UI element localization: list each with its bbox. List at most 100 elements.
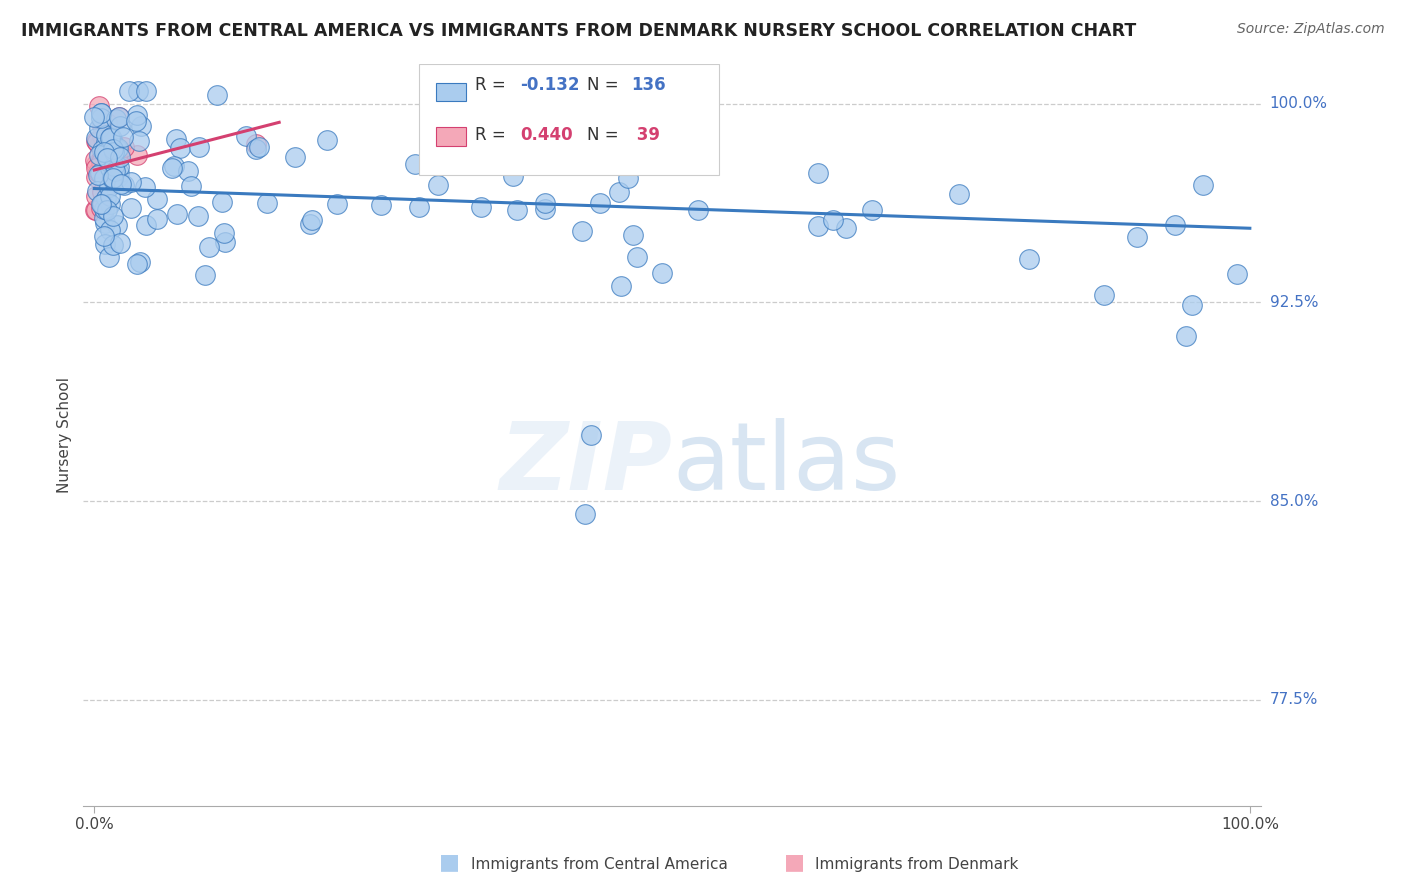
Point — [146, 192, 169, 206]
Point — [87, 98, 110, 112]
Point — [96, 128, 118, 142]
Point — [96, 151, 118, 165]
Point — [315, 133, 337, 147]
Point — [211, 194, 233, 209]
Point — [100, 169, 122, 184]
Point — [96, 157, 118, 171]
Point — [1174, 328, 1197, 343]
Point — [89, 201, 111, 215]
Point — [108, 120, 131, 134]
Point — [86, 156, 108, 170]
Point — [120, 175, 142, 189]
Point — [104, 112, 127, 127]
Point — [93, 229, 115, 244]
Point — [247, 140, 270, 154]
Text: N =: N = — [588, 126, 624, 144]
Point — [90, 154, 112, 169]
Point — [205, 88, 228, 103]
Point — [112, 178, 135, 193]
Text: 92.5%: 92.5% — [1270, 295, 1319, 310]
Point — [100, 130, 122, 145]
Point — [98, 161, 121, 175]
Point — [626, 250, 648, 264]
Point — [571, 224, 593, 238]
Text: -0.132: -0.132 — [520, 76, 579, 94]
Point — [90, 166, 112, 180]
Point — [120, 201, 142, 215]
Point — [214, 235, 236, 249]
Point — [93, 202, 115, 216]
Point — [610, 279, 633, 293]
Point — [84, 161, 107, 176]
Point — [101, 170, 124, 185]
Point — [91, 129, 114, 144]
Point — [94, 216, 117, 230]
Point — [1018, 252, 1040, 266]
Point — [91, 197, 114, 211]
Point — [96, 158, 118, 172]
Point — [97, 154, 120, 169]
Point — [198, 239, 221, 253]
Point — [87, 165, 110, 179]
Point — [98, 250, 121, 264]
Point — [90, 106, 112, 120]
Point — [129, 120, 152, 134]
Point — [533, 196, 555, 211]
Point — [807, 166, 830, 180]
Point — [807, 219, 830, 233]
Text: 39: 39 — [631, 126, 659, 144]
Point — [84, 170, 107, 185]
Point — [93, 170, 115, 185]
Point — [108, 110, 131, 124]
Point — [163, 159, 186, 173]
Point — [100, 131, 122, 145]
Point — [256, 196, 278, 211]
Point — [1164, 219, 1187, 233]
Point — [90, 196, 112, 211]
Point — [86, 202, 108, 217]
Point — [127, 257, 149, 271]
Point — [84, 131, 107, 145]
Text: 0.440: 0.440 — [520, 126, 572, 144]
Text: R =: R = — [475, 126, 512, 144]
Point — [108, 150, 131, 164]
Point — [98, 223, 121, 237]
Point — [103, 159, 125, 173]
Point — [617, 171, 640, 186]
Point — [134, 179, 156, 194]
Point — [686, 156, 709, 170]
Point — [651, 266, 673, 280]
Point — [89, 138, 111, 153]
Point — [90, 111, 112, 125]
Point — [125, 147, 148, 161]
Point — [177, 164, 200, 178]
Point — [89, 148, 111, 162]
Point — [187, 140, 209, 154]
Point — [94, 140, 117, 154]
Point — [502, 169, 524, 183]
Point — [299, 217, 322, 231]
Point — [110, 177, 132, 191]
Point — [103, 156, 125, 170]
Point — [1181, 298, 1204, 312]
Point — [108, 143, 131, 157]
Point — [105, 218, 128, 232]
Text: R =: R = — [475, 76, 512, 94]
Point — [93, 211, 115, 226]
Point — [609, 185, 631, 199]
Point — [187, 209, 209, 223]
Point — [688, 203, 710, 218]
Point — [98, 131, 121, 145]
Point — [589, 195, 612, 210]
Point — [84, 188, 107, 202]
FancyBboxPatch shape — [419, 64, 720, 176]
Text: 85.0%: 85.0% — [1270, 493, 1317, 508]
Point — [434, 149, 457, 163]
Point — [948, 187, 970, 202]
FancyBboxPatch shape — [436, 127, 465, 145]
Point — [90, 185, 112, 199]
Point — [83, 110, 105, 124]
Point — [91, 154, 114, 169]
Point — [565, 157, 588, 171]
Point — [91, 166, 114, 180]
